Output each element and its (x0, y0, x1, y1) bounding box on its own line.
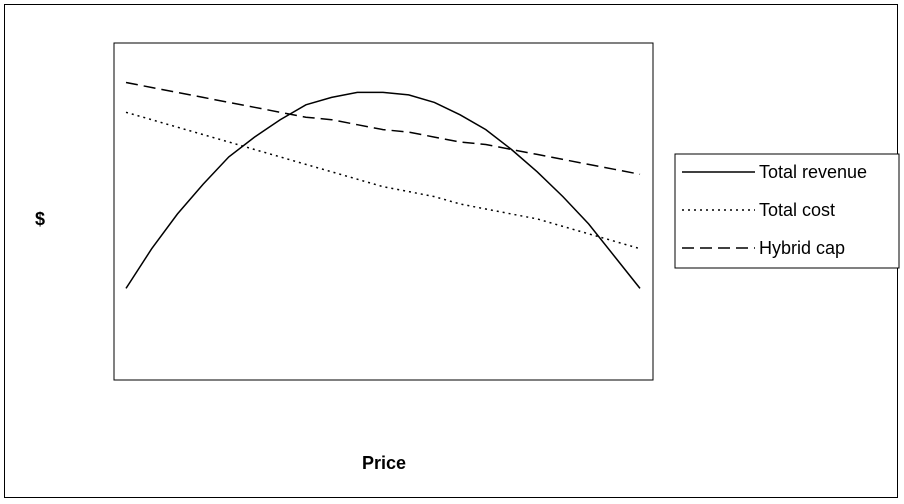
series-line-total-revenue (125, 91, 641, 289)
legend-label-total-cost: Total cost (759, 200, 835, 220)
y-axis-label: $ (35, 209, 45, 229)
legend-items: Total revenue Total cost Hybrid cap (682, 162, 867, 258)
series-layer (125, 81, 641, 289)
legend: Total revenue Total cost Hybrid cap (674, 153, 900, 269)
series-line-hybrid-cap (125, 81, 641, 176)
plot-area (113, 42, 654, 381)
x-axis-label: Price (362, 453, 406, 473)
legend-box (674, 153, 900, 269)
legend-label-hybrid-cap: Hybrid cap (759, 238, 845, 258)
legend-label-total-revenue: Total revenue (759, 162, 867, 182)
